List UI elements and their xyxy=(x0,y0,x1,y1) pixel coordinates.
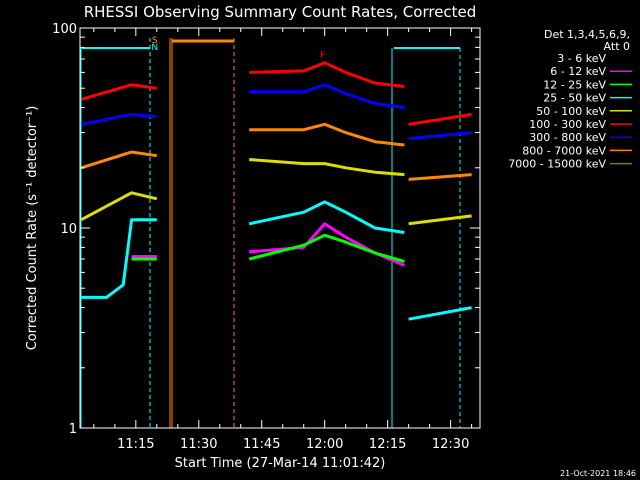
series-6-segment-0 xyxy=(81,112,157,126)
series-3-segment-1 xyxy=(248,200,405,234)
x-tick-label-3: 12:00 xyxy=(306,437,343,452)
legend-label-1: 6 - 12 keV xyxy=(550,65,606,78)
y-axis-label: Corrected Count Rate (s⁻¹ detector⁻¹) xyxy=(25,106,40,351)
x-tick-label-0: 11:15 xyxy=(117,437,154,452)
legend-header-line-2: Att 0 xyxy=(604,40,630,53)
x-tick-label-4: 12:15 xyxy=(369,437,406,452)
legend-label-5: 100 - 300 keV xyxy=(529,118,606,131)
series-5-segment-1 xyxy=(249,61,405,88)
series-7-segment-1 xyxy=(249,122,405,147)
legend-label-3: 25 - 50 keV xyxy=(543,92,606,105)
series-4-segment-0 xyxy=(80,191,158,222)
legend-label-0: 3 - 6 keV xyxy=(557,52,606,65)
flag-label-s: S xyxy=(152,36,158,46)
series-7-segment-0 xyxy=(80,150,158,170)
chart-title: RHESSI Observing Summary Count Rates, Co… xyxy=(84,3,477,21)
legend-label-6: 300 - 800 keV xyxy=(529,131,606,144)
flag-label-n: N xyxy=(151,43,158,53)
series-3-segment-2 xyxy=(408,306,472,321)
y-tick-label-0: 100 xyxy=(52,22,77,37)
series-7-segment-2 xyxy=(408,173,472,181)
y-tick-label-2: 1 xyxy=(69,422,77,437)
flag-label-f: F xyxy=(320,51,325,61)
series-4-segment-1 xyxy=(249,158,405,177)
series-5-segment-2 xyxy=(408,112,472,126)
legend-label-4: 50 - 100 keV xyxy=(536,105,606,118)
legend-header-line-1: Det 1,3,4,5,6,9, xyxy=(544,28,630,41)
series-6-segment-2 xyxy=(408,131,472,141)
x-tick-label-2: 11:45 xyxy=(243,437,280,452)
legend-label-7: 800 - 7000 keV xyxy=(522,144,606,157)
plot-area: SN F xyxy=(80,36,472,428)
series-2-segment-1 xyxy=(248,233,405,263)
series-4-segment-2 xyxy=(408,214,472,226)
axes: 11:15 11:30 11:45 12:00 12:15 12:30 100 10 1 xyxy=(52,22,480,452)
series-5-segment-0 xyxy=(80,83,158,101)
x-tick-label-5: 12:30 xyxy=(432,437,469,452)
x-axis-label: Start Time (27-Mar-14 11:01:42) xyxy=(175,456,386,471)
footer-date: 21-Oct-2021 18:46 xyxy=(560,469,636,478)
y-tick-label-1: 10 xyxy=(60,222,77,237)
legend-label-2: 12 - 25 keV xyxy=(543,78,606,91)
legend-label-8: 7000 - 15000 keV xyxy=(508,158,606,171)
x-tick-label-1: 11:30 xyxy=(180,437,217,452)
series-3-segment-0 xyxy=(81,218,157,299)
series-6-segment-1 xyxy=(249,83,405,110)
